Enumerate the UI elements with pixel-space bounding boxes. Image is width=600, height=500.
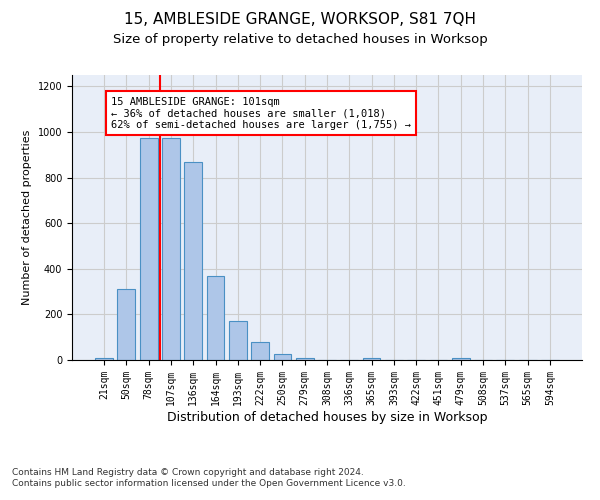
Text: 15, AMBLESIDE GRANGE, WORKSOP, S81 7QH: 15, AMBLESIDE GRANGE, WORKSOP, S81 7QH [124,12,476,28]
Bar [118,290,136,360]
Bar [162,138,180,360]
Y-axis label: Number of detached properties: Number of detached properties [22,130,32,305]
Bar [274,354,292,360]
Bar [452,358,470,360]
Bar [140,138,158,360]
Bar [95,358,113,360]
Bar [229,321,247,360]
Bar [206,276,224,360]
Bar [251,342,269,360]
X-axis label: Distribution of detached houses by size in Worksop: Distribution of detached houses by size … [167,410,487,424]
Bar [296,358,314,360]
Text: Size of property relative to detached houses in Worksop: Size of property relative to detached ho… [113,32,487,46]
Text: Contains HM Land Registry data © Crown copyright and database right 2024.
Contai: Contains HM Land Registry data © Crown c… [12,468,406,487]
Text: 15 AMBLESIDE GRANGE: 101sqm
← 36% of detached houses are smaller (1,018)
62% of : 15 AMBLESIDE GRANGE: 101sqm ← 36% of det… [111,96,411,130]
Bar [362,358,380,360]
Bar [184,162,202,360]
